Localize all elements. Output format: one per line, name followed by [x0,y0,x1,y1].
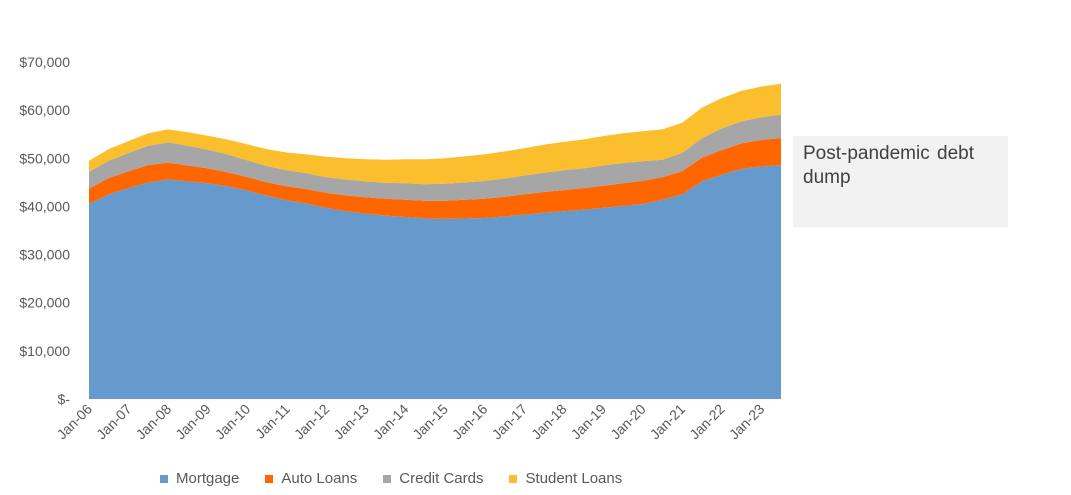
x-tick-label: Jan-09 [172,401,214,443]
area-series-group [89,83,781,399]
legend-item-auto-loans: Auto Loans [265,470,357,487]
legend-item-student-loans: Student Loans [509,470,622,487]
x-tick-label: Jan-19 [568,401,610,443]
x-tick-label: Jan-08 [133,401,175,443]
y-tick-label: $40,000 [19,198,70,214]
y-axis-tick-labels: $- $10,000 $20,000 $30,000 $40,000 $50,000 $60… [19,54,70,407]
x-tick-label: Jan-17 [489,401,531,443]
y-tick-label: $60,000 [19,102,70,118]
x-tick-label: Jan-16 [449,401,491,443]
x-tick-label: Jan-15 [409,401,451,443]
legend-item-credit-cards: Credit Cards [383,470,483,487]
legend-swatch-auto-loans [265,474,274,483]
y-tick-label: $- [58,391,71,407]
area-student-loans [89,83,781,185]
y-tick-label: $30,000 [19,247,70,263]
area-credit-cards [89,114,781,201]
legend-label-student-loans: Student Loans [525,470,623,487]
annotation-text: Post-pandemic debt dump [803,143,974,188]
chart-legend: Mortgage Auto Loans Credit Cards Student… [160,470,622,487]
legend-label-credit-cards: Credit Cards [399,470,484,487]
x-tick-label: Jan-11 [252,401,293,442]
x-tick-label: Jan-12 [291,401,333,443]
legend-item-mortgage: Mortgage [160,470,239,487]
x-tick-label: Jan-18 [528,401,570,443]
x-tick-label: Jan-10 [212,401,254,443]
legend-swatch-credit-cards [383,474,392,483]
y-tick-label: $10,000 [19,343,70,359]
x-tick-label: Jan-14 [370,401,412,443]
x-tick-label: Jan-20 [607,401,649,443]
area-auto-loans [89,138,781,219]
y-tick-label: $20,000 [19,295,70,311]
legend-swatch-mortgage [160,474,168,483]
x-tick-label: Jan-13 [330,401,372,443]
area-mortgage [89,165,781,399]
x-axis-tick-labels: Jan-06Jan-07Jan-08Jan-09Jan-10Jan-11Jan-… [54,401,768,443]
y-tick-label: $70,000 [19,54,70,70]
legend-label-auto-loans: Auto Loans [281,470,358,487]
y-tick-label: $50,000 [19,150,70,166]
x-tick-label: Jan-07 [93,401,135,443]
x-tick-label: Jan-21 [647,401,689,443]
x-tick-label: Jan-23 [726,401,768,443]
x-tick-label: Jan-22 [686,401,728,443]
legend-label-mortgage: Mortgage [176,470,240,487]
legend-swatch-student-loans [509,474,518,483]
annotation-box: Post-pandemic debt dump [793,136,1008,227]
